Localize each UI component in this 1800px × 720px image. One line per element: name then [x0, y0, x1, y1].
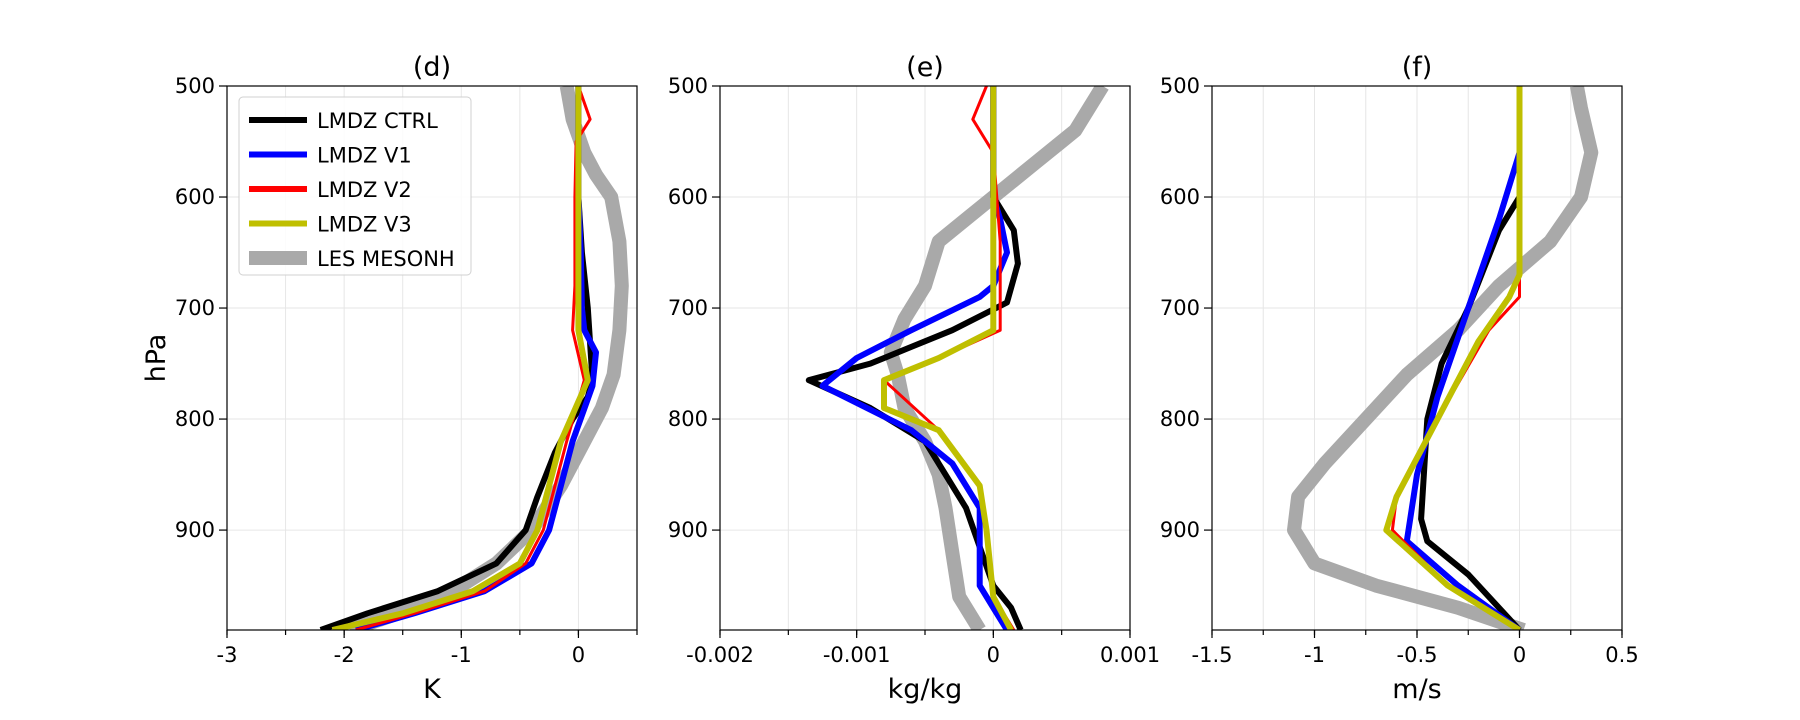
legend-label: LMDZ V3 — [317, 213, 412, 237]
panel-title: (f) — [1402, 52, 1433, 83]
series-line-lmdz-v3 — [881, 86, 1014, 630]
panel-3: -1.5 -1 -0.5 0 0.5 500 600 700 800 900 (f) m/s — [1160, 52, 1639, 705]
series-line-les-mesonh — [883, 86, 1109, 630]
x-tick-label: -1.5 — [1192, 643, 1233, 667]
y-tick-label: 900 — [1160, 518, 1200, 542]
x-tick-label: -0.5 — [1397, 643, 1438, 667]
x-tick-label: 0 — [1513, 643, 1526, 667]
x-tick-label: 0.001 — [1100, 643, 1160, 667]
x-tick-label: 0.5 — [1605, 643, 1638, 667]
y-tick-label: 600 — [175, 185, 215, 209]
y-tick-label: 800 — [1160, 407, 1200, 431]
series-line-lmdz-ctrl — [1418, 86, 1523, 630]
y-tick-label: 600 — [668, 185, 708, 209]
x-tick-label: -0.002 — [686, 643, 754, 667]
panel-title: (e) — [906, 52, 944, 83]
series-group — [1287, 86, 1599, 630]
legend-label: LMDZ V1 — [317, 144, 412, 168]
y-tick-label: 500 — [1160, 74, 1200, 98]
y-tick-label: 700 — [1160, 296, 1200, 320]
x-tick-label: 0 — [572, 643, 585, 667]
legend-label: LMDZ V2 — [317, 178, 412, 202]
series-line-lmdz-v3 — [1383, 86, 1523, 630]
series-line-lmdz-v1 — [819, 86, 1010, 630]
panel-2: -0.002 -0.001 0 0.001 500 600 700 800 900 (e) kg/k… — [668, 52, 1160, 705]
y-tick-label: 500 — [668, 74, 708, 98]
series-line-les-mesonh — [1287, 86, 1599, 630]
y-tick-label: 700 — [175, 296, 215, 320]
panel-title: (d) — [413, 52, 451, 83]
axes-frame — [226, 85, 638, 631]
y-tick-label: 900 — [668, 518, 708, 542]
legend: LMDZ CTRL LMDZ V1 LMDZ V2 LMDZ V3 LES MESONH — [238, 96, 472, 276]
series-line-lmdz-v3 — [331, 86, 591, 630]
legend-label: LES MESONH — [317, 247, 455, 271]
x-tick-label: -0.001 — [823, 643, 891, 667]
x-axis-label: kg/kg — [888, 674, 963, 705]
x-tick-label: -3 — [217, 643, 238, 667]
x-axis-label: K — [423, 674, 442, 705]
series-group — [805, 86, 1109, 630]
x-axis-label: m/s — [1392, 674, 1441, 705]
legend-label: LMDZ CTRL — [317, 109, 438, 133]
x-tick-label: 0 — [987, 643, 1000, 667]
legend-box — [238, 96, 472, 276]
series-line-lmdz-ctrl — [805, 86, 1024, 630]
x-tick-label: -1 — [451, 643, 472, 667]
y-axis-label: hPa — [141, 334, 172, 383]
x-tick-label: -2 — [334, 643, 355, 667]
x-tick-label: -1 — [1304, 643, 1325, 667]
series-line-lmdz-v2 — [1390, 86, 1521, 630]
y-tick-label: 800 — [668, 407, 708, 431]
series-group — [319, 86, 629, 630]
y-tick-label: 900 — [175, 518, 215, 542]
y-tick-label: 600 — [1160, 185, 1200, 209]
y-tick-label: 500 — [175, 74, 215, 98]
y-tick-label: 800 — [175, 407, 215, 431]
y-tick-label: 700 — [668, 296, 708, 320]
